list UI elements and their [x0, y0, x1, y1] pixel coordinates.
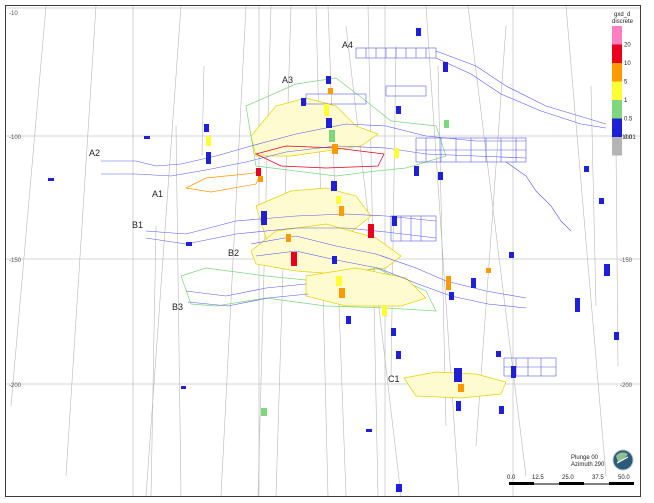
- legend-subtitle: discrete: [612, 19, 634, 25]
- tick-right-1: -150: [620, 258, 633, 264]
- zone-label-c1: C1: [388, 374, 400, 384]
- globe-orientation-icon[interactable]: [612, 449, 634, 471]
- zone-label-b1: B1: [132, 220, 143, 230]
- legend-bin-label: 10: [624, 61, 631, 67]
- tick-left-2: -150: [9, 258, 22, 264]
- orientation-info: Plunge 00 Azimuth 290: [571, 455, 605, 468]
- scale-tick-1: 12.5: [532, 475, 544, 481]
- legend-bin-label: 0.01: [624, 135, 636, 141]
- tick-left-0: -10: [9, 11, 18, 17]
- scale-bar: 0.0 12.5 25.0 37.5 50.0: [507, 475, 634, 485]
- zone-label-a4: A4: [342, 40, 353, 50]
- zone-label-a3: A3: [282, 75, 293, 85]
- legend-bin-label: 1: [624, 98, 628, 104]
- zone-wireframes: [180, 77, 507, 399]
- tick-right-0: -100: [620, 135, 633, 141]
- legend-swatch: [612, 44, 622, 63]
- tick-left-1: -100: [9, 135, 22, 141]
- tick-right-2: -200: [620, 383, 633, 389]
- axis-tick-labels: -10 -100 -150 -200 -100 -150 -200: [9, 11, 633, 389]
- 3d-viewport[interactable]: A4 A3 A2 A1 B1 B2 B3 C1 -10 -100 -150 -2…: [5, 5, 641, 497]
- legend-bin-label: 5: [624, 80, 628, 86]
- plunge-text: Plunge 00: [571, 455, 599, 461]
- legend-swatch: [612, 137, 622, 156]
- legend-swatch: [612, 100, 622, 119]
- legend-swatch: [612, 118, 622, 137]
- zone-label-a1: A1: [152, 189, 163, 199]
- legend-swatch: [612, 63, 622, 82]
- scale-tick-2: 25.0: [562, 475, 574, 481]
- scale-tick-4: 50.0: [618, 475, 630, 481]
- legend: gxd_d discrete 20 10 5 1 0.5 0.01: [612, 12, 636, 156]
- tick-left-3: -200: [9, 383, 22, 389]
- zone-label-b2: B2: [228, 248, 239, 258]
- azimuth-text: Azimuth 290: [571, 462, 605, 468]
- zone-labels: A4 A3 A2 A1 B1 B2 B3 C1: [89, 40, 400, 384]
- zone-label-a2: A2: [89, 148, 100, 158]
- assay-samples: [48, 28, 619, 492]
- scale-tick-0: 0.0: [507, 475, 516, 481]
- legend-swatch: [612, 26, 622, 45]
- legend-bin-label: 0.5: [624, 117, 633, 123]
- scale-tick-3: 37.5: [592, 475, 604, 481]
- zone-label-b3: B3: [172, 302, 183, 312]
- section-view-canvas[interactable]: A4 A3 A2 A1 B1 B2 B3 C1 -10 -100 -150 -2…: [6, 6, 640, 496]
- legend-swatch: [612, 81, 622, 100]
- legend-title: gxd_d: [614, 12, 630, 18]
- legend-bin-label: 20: [624, 43, 631, 49]
